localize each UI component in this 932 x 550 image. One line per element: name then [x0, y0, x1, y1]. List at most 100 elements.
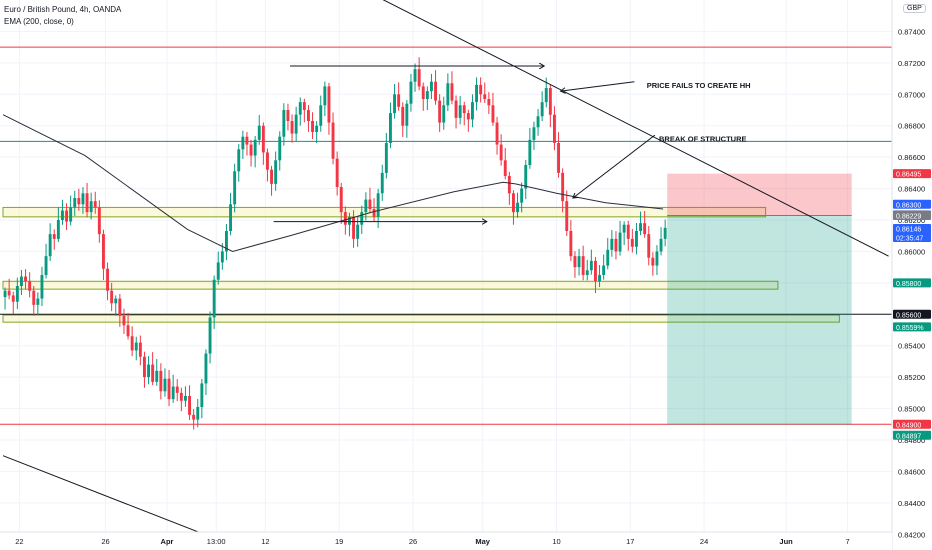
- candle-body: [159, 370, 163, 392]
- sr-zone: [2, 280, 779, 290]
- candle-body: [56, 220, 60, 239]
- candle-body: [622, 224, 626, 233]
- candle-body: [561, 172, 565, 202]
- price-label-text: 0.84897: [896, 433, 921, 440]
- price-tick-label: 0.84600: [898, 467, 925, 476]
- ema-indicator-label[interactable]: EMA (200, close, 0): [4, 17, 74, 26]
- candle-body: [307, 110, 310, 121]
- date-tick-label: 22: [15, 537, 23, 546]
- candle-body: [179, 392, 183, 401]
- candle-body: [618, 232, 622, 252]
- price-label-text: 0.86229: [896, 213, 921, 220]
- candle-body: [93, 201, 97, 208]
- ema-200-line: [2, 114, 664, 252]
- price-tick-label: 0.87200: [898, 59, 925, 68]
- candle-body: [282, 110, 286, 137]
- candle-body: [167, 378, 171, 400]
- support-resistance-zones: [2, 206, 840, 323]
- currency-badge[interactable]: GBP: [903, 4, 926, 13]
- candle-body: [69, 207, 73, 222]
- candle-body: [495, 122, 499, 145]
- candle-body: [356, 224, 360, 239]
- candle-body: [294, 114, 298, 134]
- symbol-title[interactable]: Euro / British Pound, 4h, OANDA: [4, 5, 122, 14]
- candle-body: [40, 275, 44, 299]
- candle-body: [483, 94, 487, 99]
- price-tick-label: 0.86600: [898, 153, 925, 162]
- candle-body: [450, 83, 454, 101]
- chart-legend: Euro / British Pound, 4h, OANDA EMA (200…: [4, 4, 121, 28]
- candle-body: [507, 176, 511, 194]
- price-axis-ticks: 0.87400 0.87200 0.87000 0.86800 0.86600 0.864…: [898, 27, 925, 539]
- bos-pointer-arrow: [573, 134, 656, 198]
- short-position-tool[interactable]: [667, 173, 852, 425]
- candle-body: [544, 88, 548, 103]
- candle-body: [229, 204, 232, 231]
- candle-body: [639, 223, 642, 231]
- candle-body: [65, 210, 68, 222]
- price-label-text: 0.85800: [896, 281, 921, 288]
- candle-body: [376, 193, 380, 217]
- candle-body: [389, 113, 392, 143]
- candle-body: [52, 234, 56, 239]
- candle-body: [77, 198, 81, 205]
- candle-body: [581, 256, 585, 275]
- candle-body: [24, 276, 27, 282]
- candle-body: [401, 106, 405, 126]
- candle-body: [151, 364, 155, 382]
- candle-body: [335, 158, 339, 187]
- candle-body: [520, 188, 524, 203]
- candle-body: [348, 216, 351, 225]
- candle-body: [516, 202, 519, 213]
- time-axis[interactable]: [0, 531, 892, 550]
- date-tick-label: 7: [846, 537, 850, 546]
- candle-body: [48, 234, 52, 257]
- candle-body: [594, 260, 597, 282]
- price-tick-label: 0.86800: [898, 122, 925, 131]
- candle-body: [286, 110, 290, 121]
- candle-body: [417, 69, 421, 87]
- candle-body: [143, 356, 146, 378]
- candle-body: [175, 386, 179, 393]
- annotation-break-of-structure: BREAK OF STRUCTURE: [659, 134, 747, 143]
- candle-body: [532, 127, 536, 140]
- price-label-badge: [893, 169, 931, 179]
- candle-body: [302, 102, 306, 110]
- price-axis-labels: 0.864950.863000.862330.862290.8614602:35…: [893, 169, 931, 440]
- price-tick-label: 0.84800: [898, 436, 925, 445]
- date-tick-label: Apr: [161, 537, 174, 546]
- price-tick-label: 0.85200: [898, 373, 925, 382]
- candle-body: [241, 136, 245, 150]
- price-tick-label: 0.85000: [898, 405, 925, 414]
- candle-body: [446, 83, 450, 106]
- price-label-badge: [893, 419, 931, 429]
- price-label-badge: [893, 322, 931, 332]
- candle-body: [380, 172, 384, 194]
- candle-body: [487, 99, 491, 106]
- candle-body: [442, 105, 446, 123]
- candle-body: [225, 231, 228, 252]
- price-tick-label: 0.87400: [898, 27, 925, 36]
- candle-body: [491, 105, 495, 123]
- candle-body: [339, 187, 343, 213]
- candle-body: [503, 160, 507, 176]
- annotation-price-fails-hh: PRICE FAILS TO CREATE HH: [647, 81, 751, 90]
- candle-body: [290, 121, 294, 134]
- candle-body: [409, 81, 413, 104]
- candle-body: [44, 256, 48, 275]
- date-tick-label: May: [475, 537, 490, 546]
- candle-body: [208, 317, 212, 354]
- price-label-text: 0.86300: [896, 202, 921, 209]
- price-label-text: 0.84900: [896, 422, 921, 429]
- candle-body: [3, 290, 7, 297]
- candle-body: [319, 105, 323, 126]
- candle-body: [184, 396, 187, 401]
- candle-body: [343, 212, 347, 225]
- candle-body: [200, 383, 204, 407]
- price-axis[interactable]: [891, 0, 932, 550]
- candle-body: [585, 270, 589, 275]
- candle-body: [626, 224, 630, 239]
- candle-body: [20, 276, 23, 286]
- candle-body: [266, 152, 269, 170]
